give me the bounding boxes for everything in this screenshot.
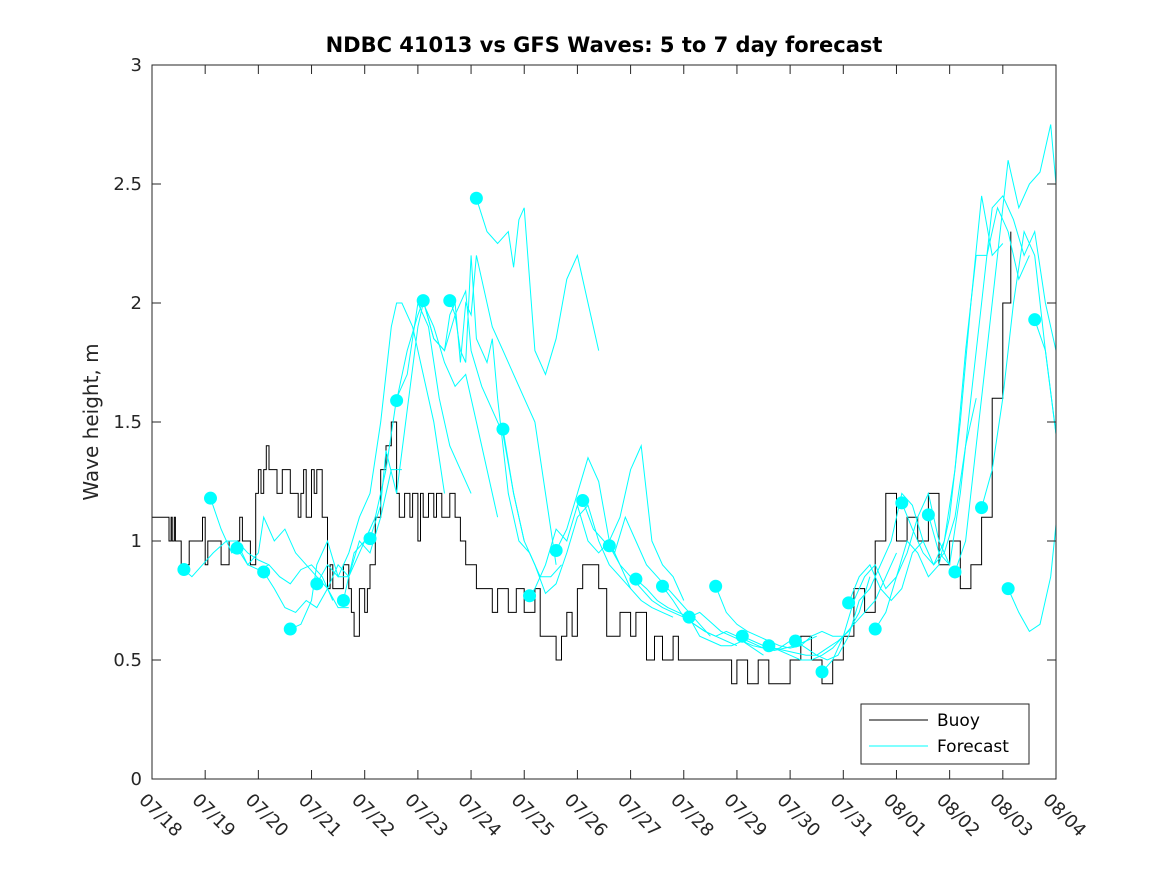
x-tick-label: 07/28 xyxy=(666,790,718,842)
buoy-line xyxy=(152,231,1012,685)
forecast-start-marker xyxy=(602,539,616,553)
legend-label-forecast: Forecast xyxy=(937,737,1009,757)
forecast-line xyxy=(901,206,1030,566)
x-tick-label: 07/27 xyxy=(613,790,665,842)
x-tick-label: 08/02 xyxy=(932,790,984,842)
forecast-start-marker xyxy=(975,501,989,515)
forecast-line xyxy=(502,429,631,595)
forecast-line xyxy=(529,503,674,618)
legend-label-buoy: Buoy xyxy=(937,711,980,731)
x-tick-label: 07/18 xyxy=(134,790,186,842)
forecast-line xyxy=(555,443,685,601)
forecast-start-marker xyxy=(549,544,563,558)
plot-area xyxy=(152,65,1056,779)
forecast-start-marker xyxy=(655,579,669,593)
x-tick-label: 07/31 xyxy=(826,790,878,842)
y-tick-label: 1 xyxy=(131,531,142,552)
forecast-line xyxy=(927,194,1057,566)
forecast-start-marker xyxy=(257,565,271,579)
forecast-start-marker xyxy=(443,294,457,308)
y-tick-label: 2.5 xyxy=(113,174,142,195)
forecast-line xyxy=(768,552,897,661)
forecast-start-marker xyxy=(895,496,909,510)
forecast-line xyxy=(715,586,844,649)
forecast-start-marker xyxy=(842,596,856,610)
forecast-start-marker xyxy=(682,610,696,624)
forecast-line xyxy=(475,198,600,376)
forecast-start-marker xyxy=(336,594,350,607)
forecast-line xyxy=(874,195,1004,630)
y-axis-label: Wave height, m xyxy=(79,343,103,500)
x-tick-label: 07/30 xyxy=(773,790,825,842)
x-tick-label: 07/21 xyxy=(294,790,346,842)
forecast-line xyxy=(263,528,371,614)
y-axis: 0 0.5 1 1.5 2 2.5 3 xyxy=(113,55,1056,790)
marker-layer xyxy=(177,191,1042,679)
x-tick-label: 08/01 xyxy=(879,790,931,842)
forecast-start-marker xyxy=(948,565,962,579)
forecast-line xyxy=(821,491,951,673)
forecast-start-marker xyxy=(1028,313,1042,327)
forecast-start-marker xyxy=(283,622,297,636)
forecast-start-marker xyxy=(310,577,324,591)
forecast-start-marker xyxy=(416,294,430,308)
forecast-start-marker xyxy=(921,508,935,522)
forecast-line xyxy=(1034,319,1057,434)
forecast-start-marker xyxy=(230,541,244,555)
forecast-start-marker xyxy=(469,191,483,205)
x-tick-label: 07/19 xyxy=(188,790,240,842)
series-layer xyxy=(152,124,1057,685)
x-tick-label: 07/22 xyxy=(347,790,399,842)
forecast-start-marker xyxy=(735,629,749,643)
forecast-line xyxy=(848,398,977,604)
x-tick-label: 07/26 xyxy=(560,790,612,842)
forecast-line xyxy=(369,301,499,539)
x-tick-label: 07/24 xyxy=(454,790,506,842)
forecast-start-marker xyxy=(815,665,829,679)
forecast-start-marker xyxy=(390,394,404,408)
x-tick-label: 08/03 xyxy=(985,790,1037,842)
forecast-start-marker xyxy=(709,579,723,593)
forecast-line xyxy=(422,255,557,565)
x-tick-label: 07/29 xyxy=(719,790,771,842)
y-tick-label: 2 xyxy=(131,293,142,314)
forecast-start-marker xyxy=(177,563,191,577)
x-tick-label: 08/04 xyxy=(1038,790,1090,842)
forecast-line xyxy=(316,302,445,585)
forecast-start-marker xyxy=(496,422,510,436)
forecast-start-marker xyxy=(363,532,377,546)
y-tick-label: 3 xyxy=(131,55,142,76)
legend-box xyxy=(860,703,1030,765)
forecast-line xyxy=(236,515,349,609)
forecast-line xyxy=(981,229,1057,508)
forecast-start-marker xyxy=(868,622,882,636)
forecast-start-marker xyxy=(762,639,776,653)
forecast-line xyxy=(954,124,1057,573)
forecast-line xyxy=(290,469,402,630)
forecast-start-marker xyxy=(788,634,802,648)
y-tick-label: 1.5 xyxy=(113,412,142,433)
x-tick-label: 07/20 xyxy=(241,790,293,842)
y-tick-label: 0 xyxy=(131,769,142,790)
forecast-start-marker xyxy=(1001,582,1015,596)
forecast-line xyxy=(1007,524,1057,633)
x-tick-label: 07/25 xyxy=(507,790,559,842)
forecast-start-marker xyxy=(576,494,590,508)
forecast-line xyxy=(210,498,334,601)
y-tick-label: 0.5 xyxy=(113,650,142,671)
legend: Buoy Forecast xyxy=(860,703,1030,765)
x-tick-label: 07/23 xyxy=(400,790,452,842)
chart-title: NDBC 41013 vs GFS Waves: 5 to 7 day fore… xyxy=(326,33,883,57)
forecast-start-marker xyxy=(203,491,217,505)
forecast-start-marker xyxy=(629,572,643,586)
forecast-line xyxy=(795,492,924,661)
forecast-start-marker xyxy=(523,589,537,603)
